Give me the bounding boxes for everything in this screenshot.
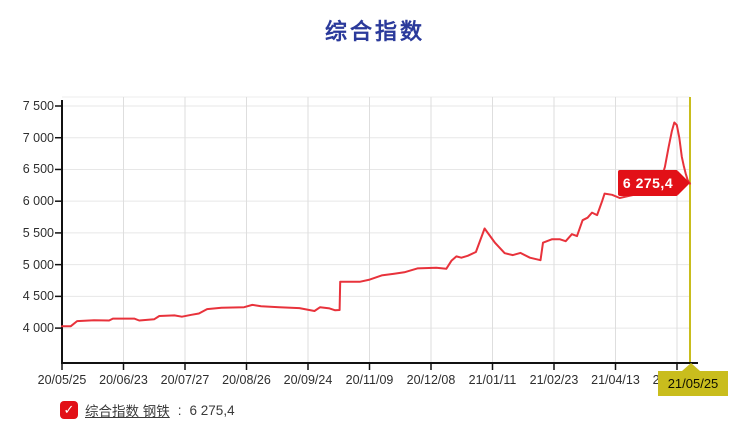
y-tick-label: 6 000: [22, 194, 54, 209]
x-tick-label: 20/11/09: [345, 373, 394, 387]
x-tick-label: 21/04/13: [591, 373, 640, 387]
y-tick-label: 7 000: [22, 130, 54, 145]
last-value-tooltip: 6 275,4: [618, 170, 690, 196]
plot-area[interactable]: [62, 97, 690, 363]
y-tick-label: 5 500: [22, 225, 54, 240]
x-tick-label: 20/07/27: [160, 373, 210, 387]
y-tick-label: 5 000: [22, 257, 54, 272]
page-title: 综合指数: [324, 19, 425, 44]
y-tick-label: 6 500: [22, 162, 54, 177]
legend-series-value: 6 275,4: [189, 402, 235, 418]
x-tick-label: 20/12/08: [406, 373, 456, 387]
legend-separator: :: [177, 402, 182, 418]
x-tick-label: 21/01/11: [468, 373, 517, 387]
x-tick-label: 21/02/23: [529, 373, 579, 387]
crosshair-date-badge: 21/05/25: [658, 363, 728, 396]
x-tick-label: 20/08/26: [222, 373, 271, 387]
x-tick-label: 20/05/25: [37, 373, 87, 387]
legend-checkbox[interactable]: ✓: [60, 401, 78, 419]
y-tick-label: 7 500: [22, 99, 54, 113]
legend-series-label[interactable]: 综合指数 钢铁: [85, 404, 170, 419]
y-tick-label: 4 000: [22, 321, 54, 336]
legend: ✓ 综合指数 钢铁 : 6 275,4: [60, 400, 235, 420]
x-tick-label: 20/06/23: [99, 373, 148, 387]
x-tick-label: 20/09/24: [283, 373, 333, 387]
y-tick-label: 4 500: [22, 289, 54, 304]
